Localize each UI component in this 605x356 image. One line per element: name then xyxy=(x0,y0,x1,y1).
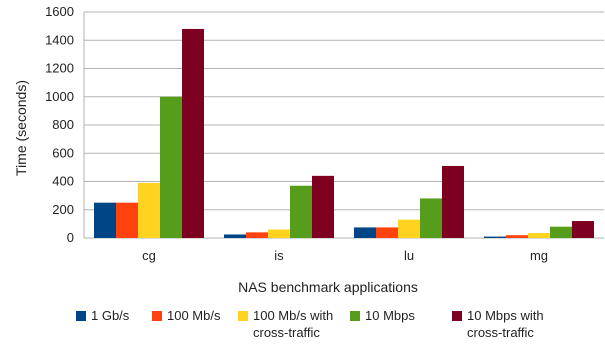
bar xyxy=(268,229,290,238)
y-tick-label: 1000 xyxy=(45,89,74,104)
legend-swatch xyxy=(452,311,462,321)
x-tick-label: is xyxy=(274,248,284,263)
legend-label: 1 Gb/s xyxy=(91,308,130,323)
legend-swatch xyxy=(238,311,248,321)
y-tick-label: 1600 xyxy=(45,4,74,19)
x-axis-title: NAS benchmark applications xyxy=(238,279,418,295)
legend-swatch xyxy=(76,311,86,321)
bar xyxy=(290,185,312,238)
bars xyxy=(94,28,594,239)
bar xyxy=(550,226,572,238)
bar xyxy=(138,182,160,238)
x-tick-label: mg xyxy=(530,248,548,263)
y-tick-label: 0 xyxy=(67,230,74,245)
bar xyxy=(484,236,506,238)
bar xyxy=(354,227,376,238)
bar xyxy=(160,96,182,238)
x-tick-label: lu xyxy=(404,248,414,263)
y-axis-ticks: 0 200 400 600 800 1000 1200 1400 1600 xyxy=(45,4,74,245)
y-tick-label: 400 xyxy=(52,174,74,189)
bar xyxy=(182,28,204,239)
legend-label: 10 Mbps with cross-traffic xyxy=(467,308,544,340)
bar xyxy=(224,234,246,238)
y-tick-label: 1400 xyxy=(45,32,74,47)
legend-label: 100 Mb/s with cross-traffic xyxy=(253,308,333,340)
y-tick-label: 1200 xyxy=(45,61,74,76)
legend-swatch xyxy=(350,311,360,321)
bar xyxy=(116,202,138,238)
bar xyxy=(420,198,442,238)
y-tick-label: 600 xyxy=(52,145,74,160)
x-tick-label: cg xyxy=(142,248,156,263)
y-axis-title: Time (seconds) xyxy=(13,80,29,176)
bar xyxy=(312,175,334,238)
legend-label: 100 Mb/s xyxy=(167,308,221,323)
bar xyxy=(442,165,464,238)
legend-swatch xyxy=(152,311,162,321)
bar xyxy=(572,221,594,238)
y-tick-label: 200 xyxy=(52,202,74,217)
bar xyxy=(398,219,420,238)
bar xyxy=(246,232,268,238)
bar xyxy=(376,227,398,238)
bar xyxy=(528,233,550,238)
bar xyxy=(506,235,528,238)
legend: 1 Gb/s 100 Mb/s 100 Mb/s with cross-traffic… xyxy=(76,308,544,340)
y-tick-label: 800 xyxy=(52,117,74,132)
bar xyxy=(94,202,116,238)
legend-label: 10 Mbps xyxy=(365,308,415,323)
x-axis-ticks: cg is lu mg xyxy=(142,248,548,263)
